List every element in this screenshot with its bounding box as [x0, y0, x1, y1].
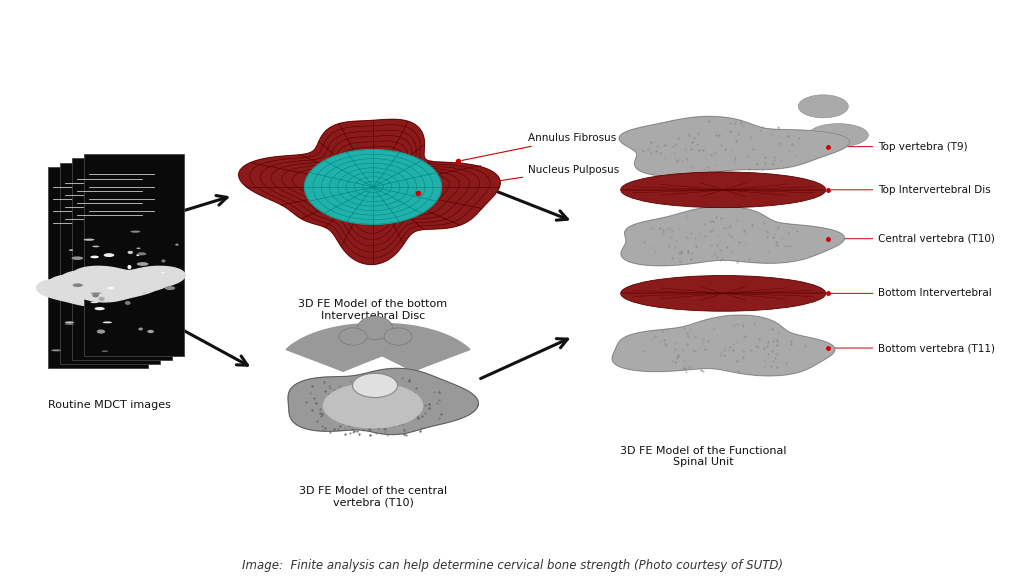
Ellipse shape — [339, 328, 367, 345]
Ellipse shape — [112, 315, 119, 318]
Ellipse shape — [101, 279, 111, 282]
FancyBboxPatch shape — [72, 159, 172, 360]
Ellipse shape — [90, 256, 99, 259]
Ellipse shape — [131, 294, 135, 296]
Text: Image:  Finite analysis can help determine cervical bone strength (Photo courtes: Image: Finite analysis can help determin… — [242, 560, 782, 572]
Ellipse shape — [99, 268, 104, 272]
Ellipse shape — [101, 350, 109, 352]
Polygon shape — [239, 119, 500, 264]
Text: Top vertebra (T9): Top vertebra (T9) — [831, 142, 968, 152]
Ellipse shape — [808, 124, 868, 146]
Ellipse shape — [621, 172, 825, 207]
Polygon shape — [612, 315, 835, 376]
Polygon shape — [620, 116, 850, 176]
Ellipse shape — [175, 243, 179, 246]
Polygon shape — [60, 271, 173, 297]
Ellipse shape — [130, 231, 140, 233]
Ellipse shape — [136, 248, 140, 249]
Ellipse shape — [100, 249, 112, 252]
Ellipse shape — [106, 293, 113, 295]
Ellipse shape — [162, 259, 166, 263]
Ellipse shape — [112, 281, 117, 283]
Ellipse shape — [92, 322, 100, 324]
Text: 3D FE Model of the bottom
Intervertebral Disc: 3D FE Model of the bottom Intervertebral… — [298, 299, 447, 321]
Ellipse shape — [136, 254, 139, 256]
Ellipse shape — [138, 328, 143, 331]
Polygon shape — [73, 266, 185, 293]
Polygon shape — [298, 330, 423, 371]
Ellipse shape — [621, 275, 825, 311]
Ellipse shape — [92, 283, 102, 286]
Ellipse shape — [73, 284, 83, 287]
Ellipse shape — [90, 292, 101, 294]
Text: Routine MDCT images: Routine MDCT images — [48, 400, 171, 410]
Text: Top Intervertebral Dis: Top Intervertebral Dis — [831, 185, 991, 195]
Polygon shape — [324, 383, 423, 428]
Ellipse shape — [142, 267, 150, 271]
Ellipse shape — [127, 265, 131, 269]
Ellipse shape — [357, 317, 392, 339]
Ellipse shape — [98, 297, 104, 301]
Text: Nucleus Pulposus: Nucleus Pulposus — [422, 164, 620, 192]
Ellipse shape — [114, 311, 124, 315]
Ellipse shape — [108, 286, 114, 289]
Text: 3D FE Model of the Functional
Spinal Unit: 3D FE Model of the Functional Spinal Uni… — [620, 446, 786, 468]
FancyBboxPatch shape — [48, 167, 147, 368]
Text: Bottom vertebra (T11): Bottom vertebra (T11) — [831, 343, 995, 353]
Polygon shape — [288, 368, 478, 435]
FancyBboxPatch shape — [59, 163, 160, 364]
Polygon shape — [345, 330, 459, 371]
Polygon shape — [621, 206, 845, 266]
Ellipse shape — [384, 328, 412, 345]
Ellipse shape — [101, 343, 110, 347]
Ellipse shape — [128, 251, 133, 254]
Ellipse shape — [125, 301, 131, 305]
Ellipse shape — [161, 272, 165, 273]
Text: Bottom Intervertebral: Bottom Intervertebral — [831, 288, 992, 299]
Ellipse shape — [73, 271, 82, 275]
Ellipse shape — [126, 243, 134, 245]
FancyBboxPatch shape — [84, 155, 184, 356]
Ellipse shape — [103, 253, 115, 257]
Text: 3D FE Model of the central
vertebra (T10): 3D FE Model of the central vertebra (T10… — [299, 486, 447, 508]
Polygon shape — [339, 324, 470, 371]
Polygon shape — [304, 150, 441, 224]
Ellipse shape — [137, 262, 148, 266]
Ellipse shape — [352, 374, 397, 397]
Polygon shape — [37, 279, 150, 306]
Ellipse shape — [799, 95, 848, 118]
Ellipse shape — [65, 321, 74, 324]
Ellipse shape — [65, 324, 74, 325]
Ellipse shape — [102, 321, 112, 324]
Ellipse shape — [84, 239, 94, 241]
Ellipse shape — [51, 349, 61, 352]
Ellipse shape — [97, 329, 105, 333]
Text: Annulus Fibrosus: Annulus Fibrosus — [462, 133, 616, 160]
Ellipse shape — [72, 256, 83, 260]
Ellipse shape — [94, 307, 104, 310]
Polygon shape — [350, 336, 446, 371]
Text: Central vertebra (T10): Central vertebra (T10) — [831, 234, 995, 243]
Ellipse shape — [165, 286, 175, 290]
Ellipse shape — [69, 249, 73, 251]
Ellipse shape — [92, 293, 99, 297]
Ellipse shape — [90, 302, 98, 303]
Ellipse shape — [147, 330, 154, 333]
Ellipse shape — [137, 252, 146, 256]
Polygon shape — [49, 275, 161, 302]
Polygon shape — [309, 336, 415, 371]
Ellipse shape — [92, 246, 99, 248]
Ellipse shape — [142, 290, 146, 293]
Polygon shape — [286, 324, 430, 371]
